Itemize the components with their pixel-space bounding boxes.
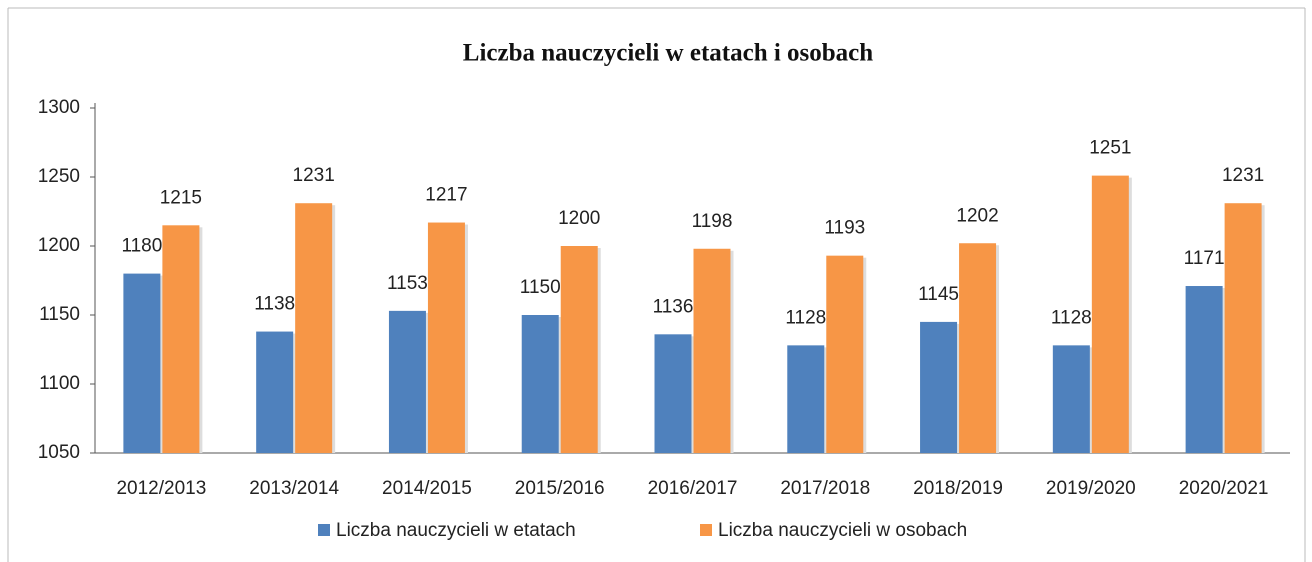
legend-swatch: [700, 524, 712, 536]
y-tick-label: 1100: [39, 373, 80, 394]
data-label: 1136: [653, 296, 694, 317]
x-tick-label: 2019/2020: [1046, 478, 1136, 499]
data-label: 1145: [918, 284, 959, 305]
bar: [427, 222, 465, 453]
data-label: 1251: [1089, 138, 1131, 159]
x-tick-label: 2016/2017: [648, 478, 738, 499]
bar: [388, 310, 426, 453]
bar: [920, 321, 958, 453]
data-label: 1217: [425, 185, 467, 206]
y-tick-label: 1300: [38, 97, 80, 118]
x-tick-label: 2017/2018: [780, 478, 870, 499]
bar: [1185, 286, 1223, 453]
bar: [560, 246, 598, 453]
x-tick-label: 2020/2021: [1179, 478, 1269, 499]
y-tick-label: 1250: [38, 166, 80, 187]
bar: [787, 345, 825, 453]
y-tick-label: 1050: [38, 442, 80, 463]
legend-label: Liczba nauczycieli w osobach: [718, 520, 967, 541]
bar: [1091, 175, 1129, 453]
bar: [654, 334, 692, 453]
data-label: 1171: [1184, 248, 1225, 269]
x-tick-label: 2013/2014: [249, 478, 339, 499]
bar: [826, 255, 864, 453]
x-tick-label: 2018/2019: [913, 478, 1003, 499]
chart-title: Liczba nauczycieli w etatach i osobach: [463, 40, 873, 67]
bar: [1052, 345, 1090, 453]
bar: [295, 203, 333, 453]
y-tick-label: 1150: [39, 304, 80, 325]
data-label: 1150: [520, 277, 561, 298]
bar: [693, 248, 731, 453]
legend-swatch: [318, 524, 330, 536]
bar: [521, 315, 559, 453]
data-label: 1231: [293, 165, 335, 186]
data-label: 1153: [387, 273, 428, 294]
data-label: 1198: [692, 211, 733, 232]
data-label: 1231: [1222, 165, 1264, 186]
data-label: 1128: [1051, 307, 1092, 328]
y-tick-label: 1200: [38, 235, 80, 256]
bar: [256, 331, 294, 453]
data-label: 1193: [824, 218, 865, 239]
bar: [162, 225, 200, 453]
x-tick-label: 2012/2013: [116, 478, 206, 499]
bar: [959, 243, 997, 453]
data-label: 1202: [956, 205, 998, 226]
data-label: 1128: [785, 307, 826, 328]
data-label: 1215: [160, 187, 202, 208]
x-tick-label: 2014/2015: [382, 478, 472, 499]
data-label: 1138: [254, 294, 295, 315]
x-tick-label: 2015/2016: [515, 478, 605, 499]
bar: [123, 273, 161, 453]
data-label: 1180: [121, 236, 162, 257]
data-label: 1200: [558, 208, 600, 229]
bar: [1224, 203, 1262, 453]
legend-label: Liczba nauczycieli w etatach: [336, 520, 576, 541]
